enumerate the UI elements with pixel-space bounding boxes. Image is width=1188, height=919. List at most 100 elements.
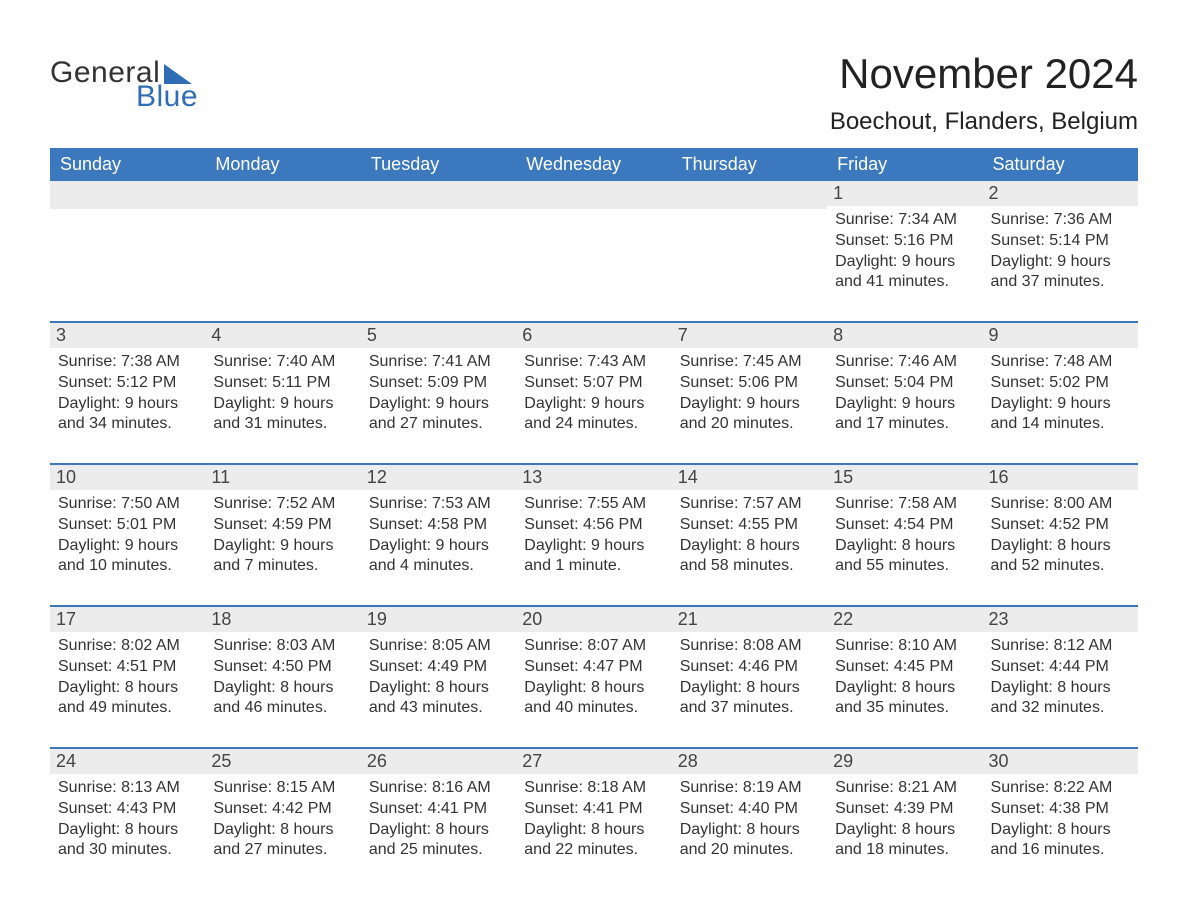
calendar-cell: 17Sunrise: 8:02 AMSunset: 4:51 PMDayligh… [50,606,205,748]
day-sunrise: Sunrise: 8:07 AM [524,636,665,657]
calendar-cell: 19Sunrise: 8:05 AMSunset: 4:49 PMDayligh… [361,606,516,748]
day-daylight1: Daylight: 9 hours [369,536,510,557]
day-daylight1: Daylight: 8 hours [213,820,354,841]
day-daylight2: and 17 minutes. [835,414,976,435]
day-sunrise: Sunrise: 8:21 AM [835,778,976,799]
day-sunrise: Sunrise: 8:03 AM [213,636,354,657]
day-number: 9 [983,323,1138,348]
page-title: November 2024 [830,50,1138,98]
day-number: 7 [672,323,827,348]
daynum-bar-empty [50,181,205,209]
daynum-bar-empty [361,181,516,209]
calendar-cell [672,181,827,322]
calendar-cell: 2Sunrise: 7:36 AMSunset: 5:14 PMDaylight… [983,181,1138,322]
daynum-bar-empty [516,181,671,209]
col-header-tuesday: Tuesday [361,148,516,181]
day-daylight2: and 30 minutes. [58,840,199,861]
calendar-cell: 14Sunrise: 7:57 AMSunset: 4:55 PMDayligh… [672,464,827,606]
col-header-friday: Friday [827,148,982,181]
day-daylight1: Daylight: 8 hours [835,678,976,699]
day-number: 8 [827,323,982,348]
calendar-cell: 10Sunrise: 7:50 AMSunset: 5:01 PMDayligh… [50,464,205,606]
daynum-bar-empty [672,181,827,209]
day-sunrise: Sunrise: 7:41 AM [369,352,510,373]
day-daylight1: Daylight: 8 hours [58,820,199,841]
day-daylight1: Daylight: 9 hours [213,536,354,557]
day-number: 11 [205,465,360,490]
day-details: Sunrise: 8:07 AMSunset: 4:47 PMDaylight:… [522,636,665,719]
day-sunrise: Sunrise: 8:13 AM [58,778,199,799]
day-daylight1: Daylight: 8 hours [524,678,665,699]
day-daylight2: and 37 minutes. [680,698,821,719]
calendar-cell: 4Sunrise: 7:40 AMSunset: 5:11 PMDaylight… [205,322,360,464]
day-sunrise: Sunrise: 7:45 AM [680,352,821,373]
day-sunset: Sunset: 4:51 PM [58,657,199,678]
day-sunrise: Sunrise: 7:34 AM [835,210,976,231]
calendar-cell: 8Sunrise: 7:46 AMSunset: 5:04 PMDaylight… [827,322,982,464]
page-root: General Blue November 2024 Boechout, Fla… [0,0,1188,919]
day-sunset: Sunset: 4:52 PM [991,515,1132,536]
day-sunset: Sunset: 4:39 PM [835,799,976,820]
calendar-cell: 5Sunrise: 7:41 AMSunset: 5:09 PMDaylight… [361,322,516,464]
day-number: 20 [516,607,671,632]
calendar-week-row: 10Sunrise: 7:50 AMSunset: 5:01 PMDayligh… [50,464,1138,606]
day-daylight2: and 34 minutes. [58,414,199,435]
calendar-cell: 18Sunrise: 8:03 AMSunset: 4:50 PMDayligh… [205,606,360,748]
brand-name-part2: Blue [136,80,198,114]
calendar-cell: 25Sunrise: 8:15 AMSunset: 4:42 PMDayligh… [205,748,360,889]
calendar-cell: 7Sunrise: 7:45 AMSunset: 5:06 PMDaylight… [672,322,827,464]
day-details: Sunrise: 8:16 AMSunset: 4:41 PMDaylight:… [367,778,510,861]
calendar-cell [205,181,360,322]
day-daylight1: Daylight: 8 hours [835,536,976,557]
day-daylight1: Daylight: 8 hours [680,678,821,699]
day-sunrise: Sunrise: 8:16 AM [369,778,510,799]
day-number: 3 [50,323,205,348]
day-details: Sunrise: 7:53 AMSunset: 4:58 PMDaylight:… [367,494,510,577]
day-sunset: Sunset: 4:54 PM [835,515,976,536]
location-label: Boechout, Flanders, Belgium [830,108,1138,136]
day-details: Sunrise: 8:19 AMSunset: 4:40 PMDaylight:… [678,778,821,861]
day-daylight1: Daylight: 8 hours [835,820,976,841]
day-daylight1: Daylight: 9 hours [213,394,354,415]
day-details: Sunrise: 7:38 AMSunset: 5:12 PMDaylight:… [56,352,199,435]
day-sunrise: Sunrise: 8:08 AM [680,636,821,657]
day-sunrise: Sunrise: 8:15 AM [213,778,354,799]
day-daylight1: Daylight: 9 hours [991,394,1132,415]
day-daylight2: and 58 minutes. [680,556,821,577]
day-sunset: Sunset: 4:46 PM [680,657,821,678]
calendar-cell [361,181,516,322]
day-number: 19 [361,607,516,632]
day-daylight2: and 20 minutes. [680,840,821,861]
day-number: 1 [827,181,982,206]
calendar-cell: 26Sunrise: 8:16 AMSunset: 4:41 PMDayligh… [361,748,516,889]
day-sunrise: Sunrise: 8:19 AM [680,778,821,799]
day-daylight1: Daylight: 8 hours [213,678,354,699]
day-sunrise: Sunrise: 8:10 AM [835,636,976,657]
day-daylight1: Daylight: 8 hours [680,536,821,557]
calendar-cell: 22Sunrise: 8:10 AMSunset: 4:45 PMDayligh… [827,606,982,748]
day-number: 5 [361,323,516,348]
day-number: 13 [516,465,671,490]
day-sunset: Sunset: 4:41 PM [369,799,510,820]
calendar-cell: 29Sunrise: 8:21 AMSunset: 4:39 PMDayligh… [827,748,982,889]
day-details: Sunrise: 8:21 AMSunset: 4:39 PMDaylight:… [833,778,976,861]
day-sunset: Sunset: 4:45 PM [835,657,976,678]
calendar-cell: 23Sunrise: 8:12 AMSunset: 4:44 PMDayligh… [983,606,1138,748]
day-daylight1: Daylight: 9 hours [835,394,976,415]
sail-icon [164,64,192,84]
day-daylight2: and 40 minutes. [524,698,665,719]
day-sunrise: Sunrise: 7:40 AM [213,352,354,373]
day-sunrise: Sunrise: 8:18 AM [524,778,665,799]
day-daylight2: and 20 minutes. [680,414,821,435]
calendar-cell: 13Sunrise: 7:55 AMSunset: 4:56 PMDayligh… [516,464,671,606]
day-sunset: Sunset: 4:55 PM [680,515,821,536]
day-sunset: Sunset: 4:44 PM [991,657,1132,678]
calendar-cell: 30Sunrise: 8:22 AMSunset: 4:38 PMDayligh… [983,748,1138,889]
day-daylight1: Daylight: 9 hours [524,394,665,415]
day-details: Sunrise: 8:10 AMSunset: 4:45 PMDaylight:… [833,636,976,719]
day-sunset: Sunset: 5:12 PM [58,373,199,394]
day-sunset: Sunset: 5:04 PM [835,373,976,394]
day-number: 30 [983,749,1138,774]
day-details: Sunrise: 7:40 AMSunset: 5:11 PMDaylight:… [211,352,354,435]
day-details: Sunrise: 8:13 AMSunset: 4:43 PMDaylight:… [56,778,199,861]
